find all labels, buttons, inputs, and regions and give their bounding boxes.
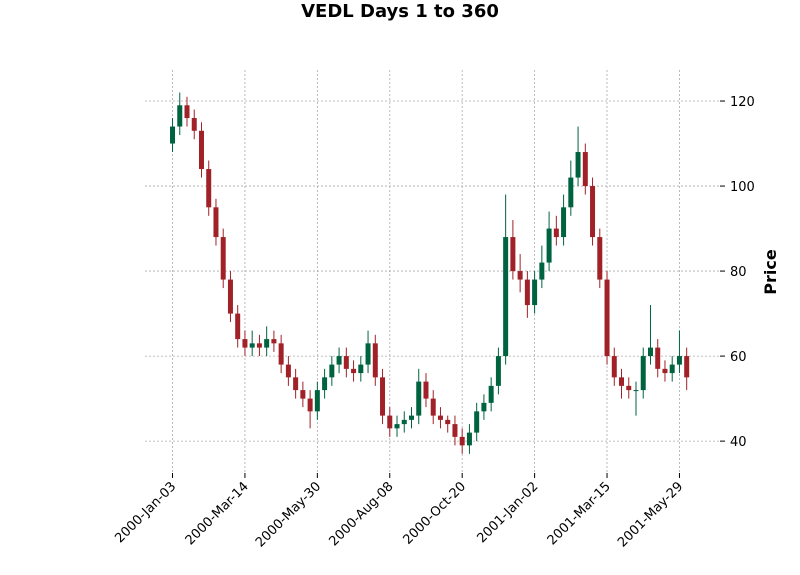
candle-body xyxy=(177,105,183,127)
candle-body xyxy=(626,385,632,391)
candle-body xyxy=(271,339,277,344)
candle-body xyxy=(481,402,487,412)
candle-body xyxy=(170,126,176,144)
x-tick-label: 2000-Mar-14 xyxy=(183,479,252,548)
candle-body xyxy=(372,343,378,378)
candle-body xyxy=(597,237,603,280)
candle-body xyxy=(314,390,320,412)
candle-body xyxy=(394,424,400,429)
candle-body xyxy=(293,377,299,391)
candle-body xyxy=(213,207,219,238)
candle-body xyxy=(387,415,393,429)
x-tick-label: 2000-Oct-20 xyxy=(401,479,469,547)
candle-body xyxy=(575,152,581,178)
candle-body xyxy=(242,339,248,348)
candle-body xyxy=(437,415,443,420)
candle-body xyxy=(307,398,313,412)
candle-body xyxy=(430,398,436,416)
candle-body xyxy=(561,207,567,238)
candle-body xyxy=(474,411,480,433)
candle-body xyxy=(329,364,335,378)
candle-body xyxy=(227,279,233,314)
candle-body xyxy=(401,419,407,425)
candle-body xyxy=(532,279,538,306)
x-tick-label: 2001-Mar-15 xyxy=(545,479,614,548)
y-axis-label: Price xyxy=(761,249,780,295)
candle-body xyxy=(351,368,357,374)
candle-body xyxy=(416,381,422,416)
candle-body xyxy=(503,237,509,357)
candle-body xyxy=(633,390,639,392)
candle-body xyxy=(669,364,675,374)
x-tick-label: 2001-Jan-02 xyxy=(474,479,541,546)
candle-body xyxy=(676,356,682,365)
candle-body xyxy=(662,368,668,374)
candle-body xyxy=(590,186,596,238)
y-tick-label: 80 xyxy=(730,265,747,280)
candle-body xyxy=(488,385,494,403)
candle-body xyxy=(582,152,588,187)
candle-body xyxy=(343,356,349,369)
chart-title: VEDL Days 1 to 360 xyxy=(301,1,499,22)
candle-body xyxy=(198,130,204,170)
candle-body xyxy=(278,343,284,365)
x-tick-label: 2000-May-30 xyxy=(253,479,324,550)
candle-body xyxy=(256,343,262,348)
candle-body xyxy=(206,169,212,208)
candle-body xyxy=(264,339,270,348)
candle-body xyxy=(611,356,617,378)
candle-body xyxy=(466,432,472,446)
candle-body xyxy=(423,381,429,399)
candle-body xyxy=(510,237,516,272)
candle-body xyxy=(604,279,610,357)
candle-body xyxy=(553,228,559,238)
candle-body xyxy=(300,390,306,399)
candle-body xyxy=(524,279,530,306)
candle-body xyxy=(495,356,501,386)
candle-body xyxy=(235,313,241,340)
candle-body xyxy=(539,262,545,280)
candle-body xyxy=(380,377,386,416)
x-tick-label: 2000-Jan-03 xyxy=(112,479,179,546)
candle-body xyxy=(655,347,661,369)
candle-body xyxy=(220,237,226,280)
candle-body xyxy=(249,343,255,348)
candle-body xyxy=(336,356,342,365)
candle-body xyxy=(568,177,574,208)
candle-body xyxy=(546,228,552,263)
y-tick-label: 120 xyxy=(730,95,755,110)
candle-body xyxy=(517,271,523,280)
candle-body xyxy=(358,364,364,374)
x-tick-label: 2000-Aug-08 xyxy=(327,479,397,549)
candle-body xyxy=(322,377,328,391)
candle-body xyxy=(365,343,371,365)
candle-body xyxy=(619,377,625,386)
candle-body xyxy=(647,347,653,357)
candle-body xyxy=(285,364,291,378)
candle-body xyxy=(184,105,190,119)
y-tick-label: 100 xyxy=(730,180,755,195)
candle-body xyxy=(452,424,458,437)
candle-body xyxy=(445,419,451,425)
x-tick-label: 2001-May-29 xyxy=(615,479,686,550)
candle-body xyxy=(684,356,690,378)
y-tick-label: 60 xyxy=(730,350,747,365)
candle-body xyxy=(408,415,414,420)
candle-body xyxy=(459,436,465,446)
y-tick-label: 40 xyxy=(730,435,747,450)
candle-body xyxy=(191,118,197,131)
candle-body xyxy=(640,356,646,391)
